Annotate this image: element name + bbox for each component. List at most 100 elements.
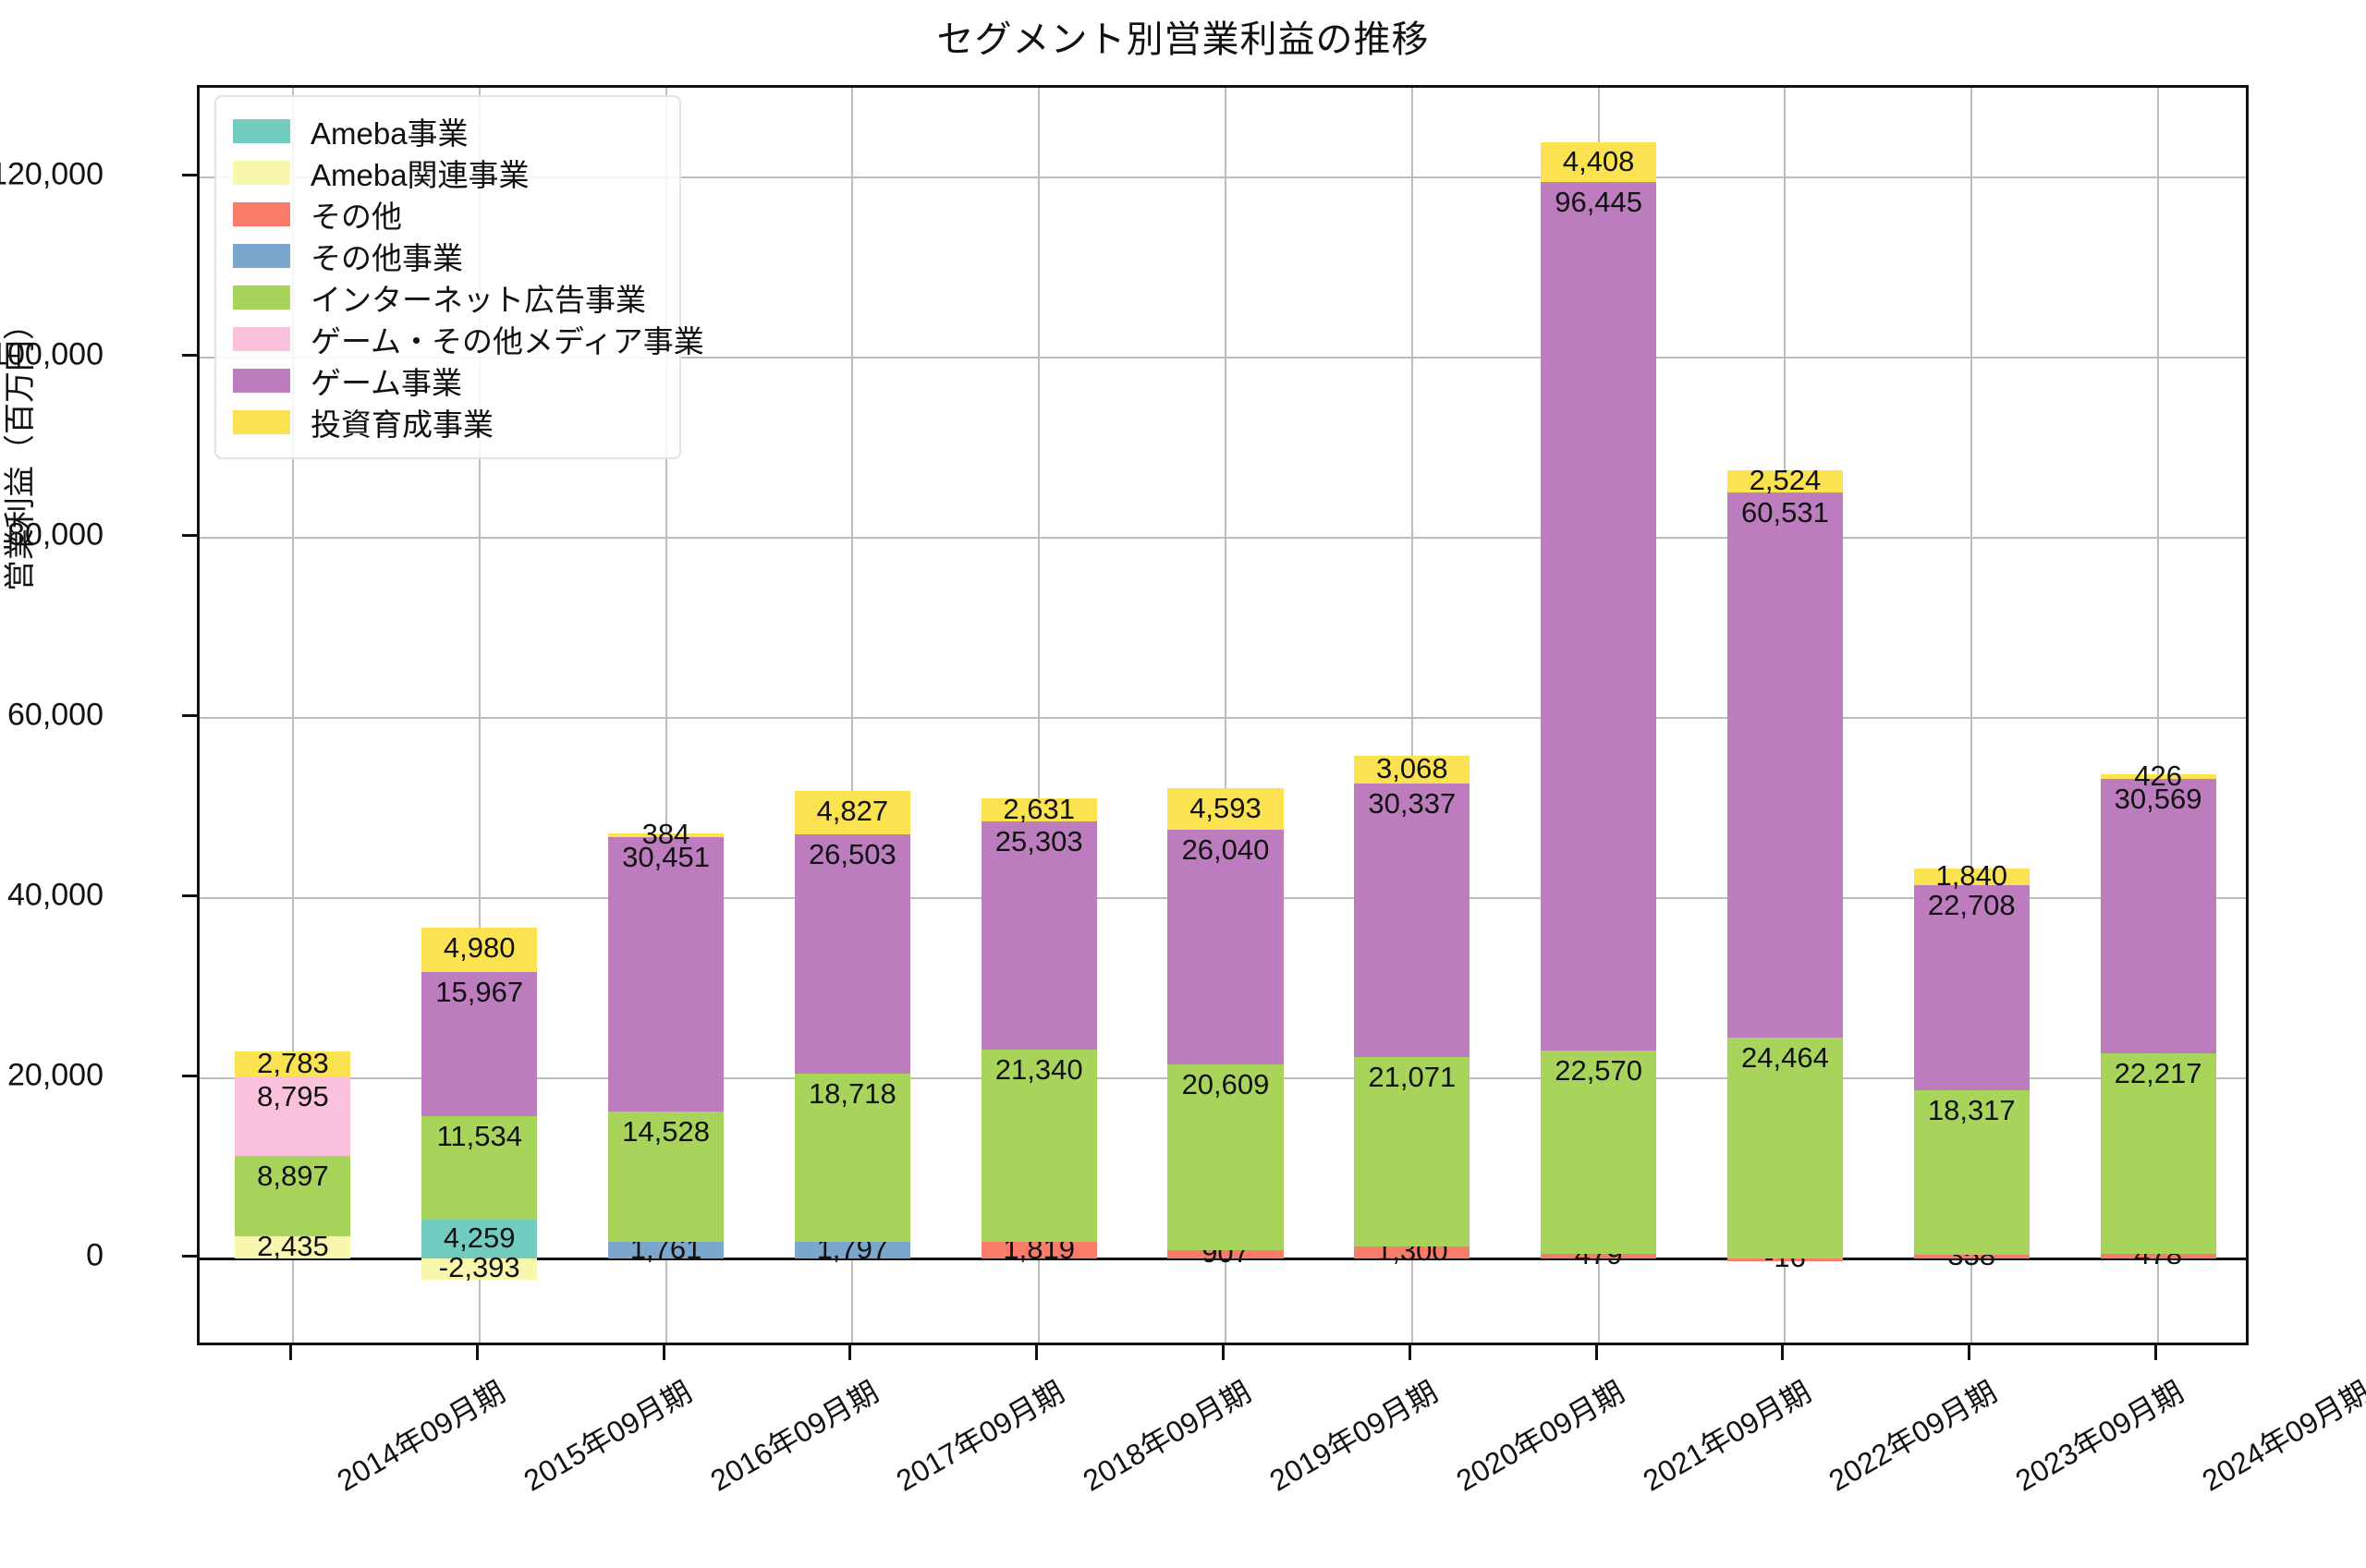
- stacked-bar[interactable]: 478 22,217 30,569 426: [2100, 88, 2216, 1348]
- x-tick-label: 2018年09月期: [1077, 1375, 1257, 1498]
- bar-segment[interactable]: [1541, 182, 1657, 1051]
- bar-segment[interactable]: [2100, 774, 2216, 779]
- bar-segment[interactable]: [421, 1220, 538, 1258]
- gridline-horizontal: [200, 176, 2246, 179]
- bar-segment[interactable]: [2100, 1253, 2216, 1258]
- bar-segment[interactable]: [235, 1235, 351, 1258]
- bar-value-label: 30,451: [622, 841, 710, 874]
- bar-value-label: 60,531: [1741, 496, 1829, 529]
- legend-item[interactable]: Ameba関連事業: [233, 152, 663, 193]
- bar-segment[interactable]: [981, 1049, 1097, 1242]
- bar-segment[interactable]: [607, 1242, 725, 1258]
- stacked-bar[interactable]: 479 22,570 96,445 4,408: [1541, 88, 1657, 1348]
- bar-segment[interactable]: [607, 837, 725, 1112]
- x-tick-mark: [1408, 1345, 1411, 1360]
- bar-segment[interactable]: [235, 1076, 351, 1157]
- bar-segment[interactable]: [794, 834, 910, 1074]
- bar-value-label: 22,708: [1927, 889, 2016, 922]
- stacked-bar[interactable]: 4,259 -2,393 11,534 15,967 4,980: [421, 88, 538, 1348]
- bar-segment[interactable]: [235, 1051, 351, 1077]
- gridline-vertical: [1970, 88, 1972, 1343]
- bar-segment[interactable]: [981, 797, 1097, 822]
- bar-segment[interactable]: [1541, 142, 1657, 183]
- bar-value-label: 2,524: [1749, 464, 1822, 497]
- bar-segment[interactable]: [1726, 492, 1844, 1039]
- stacked-bar[interactable]: 1,300 21,071 30,337 3,068: [1354, 88, 1470, 1348]
- bar-segment[interactable]: [421, 1115, 538, 1221]
- legend-swatch-icon: [233, 409, 290, 434]
- bar-segment[interactable]: [421, 1258, 538, 1280]
- bar-segment[interactable]: [607, 833, 725, 838]
- y-tick-label: 120,000: [0, 156, 104, 192]
- stacked-bar[interactable]: 358 18,317 22,708 1,840: [1913, 88, 2030, 1348]
- bar-value-label: 20,609: [1181, 1067, 1270, 1100]
- bar-value-label: 25,303: [994, 825, 1083, 858]
- bar-segment[interactable]: [2100, 778, 2216, 1054]
- bar-segment[interactable]: [421, 972, 538, 1116]
- bar-segment[interactable]: [1167, 788, 1284, 831]
- bar-segment[interactable]: [1354, 756, 1470, 784]
- bar-segment[interactable]: [607, 1111, 725, 1243]
- legend-item[interactable]: ゲーム事業: [233, 359, 663, 401]
- legend-label: 投資育成事業: [311, 407, 494, 442]
- bar-segment[interactable]: [1541, 1253, 1657, 1258]
- bar-segment[interactable]: [981, 821, 1097, 1050]
- legend-label: Ameba関連事業: [311, 157, 530, 192]
- bar-segment[interactable]: [1167, 1064, 1284, 1250]
- x-tick-label: 2024年09月期: [2196, 1375, 2366, 1498]
- y-tick-mark: [182, 174, 199, 177]
- bar-segment[interactable]: [794, 1073, 910, 1243]
- x-tick-label: 2023年09月期: [2009, 1375, 2189, 1498]
- y-tick-label: 40,000: [7, 877, 104, 913]
- stacked-bar[interactable]: 907 20,609 26,040 4,593: [1167, 88, 1284, 1348]
- legend-item[interactable]: インターネット広告事業: [233, 276, 663, 318]
- legend-item[interactable]: ゲーム・その他メディア事業: [233, 318, 704, 359]
- legend-item[interactable]: Ameba事業: [233, 110, 663, 152]
- y-tick-label: 60,000: [7, 697, 104, 733]
- bar-value-label: 22,570: [1555, 1054, 1643, 1087]
- bar-segment[interactable]: [981, 1241, 1097, 1258]
- bar-segment[interactable]: [794, 1242, 910, 1258]
- stacked-bar[interactable]: 1,797 18,718 26,503 4,827: [794, 88, 910, 1348]
- bar-segment[interactable]: [2100, 1053, 2216, 1254]
- bar-value-label: 18,317: [1927, 1093, 2016, 1126]
- y-tick-mark: [182, 1074, 199, 1077]
- bar-segment[interactable]: [1354, 1246, 1470, 1258]
- bar-segment[interactable]: [1913, 885, 2030, 1090]
- bar-segment[interactable]: [1167, 830, 1284, 1064]
- stacked-bar[interactable]: 1,819 21,340 25,303 2,631: [981, 88, 1097, 1348]
- y-tick-mark: [182, 893, 199, 897]
- bar-segment[interactable]: [1913, 1089, 2030, 1256]
- bar-segment[interactable]: [1913, 1255, 2030, 1258]
- y-tick-mark: [182, 534, 199, 538]
- bar-value-label: 14,528: [622, 1114, 710, 1148]
- bar-segment[interactable]: [421, 927, 538, 973]
- gridline-vertical: [1038, 88, 1040, 1343]
- bar-segment[interactable]: [1726, 469, 1844, 493]
- bar-value-label: 18,718: [808, 1076, 896, 1110]
- legend-item[interactable]: その他: [233, 193, 663, 235]
- bar-segment[interactable]: [235, 1156, 351, 1236]
- bar-segment[interactable]: [1541, 1051, 1657, 1254]
- gridline-vertical: [665, 88, 667, 1343]
- legend-item[interactable]: その他事業: [233, 235, 663, 276]
- stacked-bar[interactable]: 2,435 8,897 8,795 2,783: [235, 88, 351, 1348]
- x-tick-label: 2016年09月期: [704, 1375, 884, 1498]
- bar-segment[interactable]: [794, 791, 910, 835]
- x-tick-label: 2020年09月期: [1450, 1375, 1630, 1498]
- stacked-bar[interactable]: 1,761 14,528 30,451 384: [607, 88, 725, 1348]
- bar-segment[interactable]: [1726, 1038, 1844, 1258]
- bar-value-label: 1,840: [1935, 859, 2008, 893]
- bar-value-label: 4,408: [1562, 144, 1635, 177]
- legend-item[interactable]: 投資育成事業: [233, 401, 663, 443]
- bar-segment[interactable]: [1913, 869, 2030, 886]
- bar-segment[interactable]: [1354, 1056, 1470, 1246]
- bar-value-label: 4,593: [1189, 792, 1262, 825]
- chart-title: セグメント別営業利益の推移: [936, 19, 1430, 60]
- bar-segment[interactable]: [1354, 784, 1470, 1057]
- bar-segment[interactable]: [1726, 1258, 1844, 1261]
- gridline-horizontal: [200, 357, 2246, 359]
- bar-value-label: 2,631: [1003, 792, 1075, 825]
- bar-segment[interactable]: [1167, 1249, 1284, 1258]
